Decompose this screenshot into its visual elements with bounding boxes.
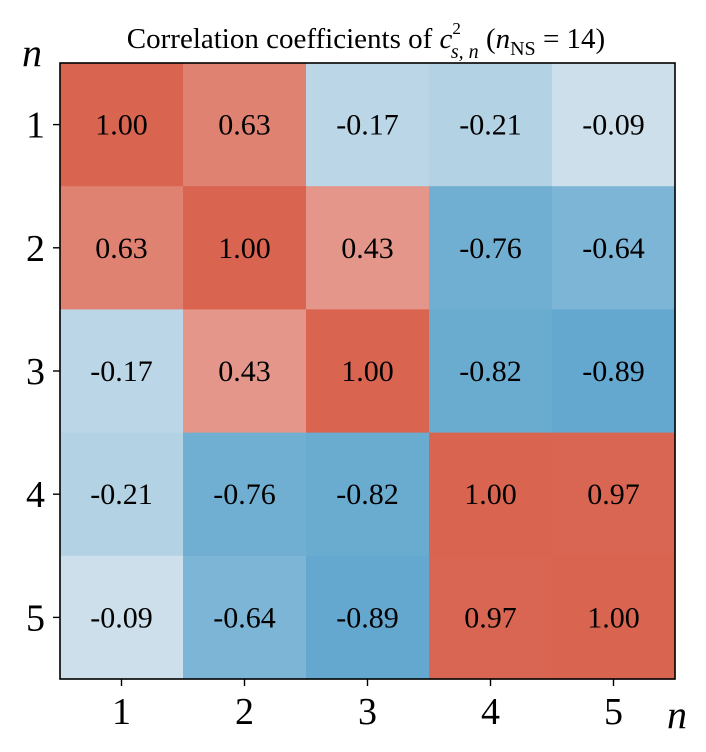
heatmap-cell-r5-c2: [183, 555, 307, 680]
x-tick-label-2: 2: [235, 691, 254, 733]
cell-value-label-r5-c5: 1.00: [587, 601, 640, 634]
axis-tick-labels: 1 2 3 4 5 1 2 3 4 5: [26, 105, 623, 733]
cell-value-label-r4-c4: 1.00: [464, 478, 517, 511]
y-axis-label: n: [22, 30, 42, 75]
heatmap-cell-labels: 1.00 0.63 -0.17 -0.21 -0.09 0.63 1.00 0.43 -0.76…: [90, 109, 645, 635]
cell-value-label-r3-c4: -0.82: [459, 355, 522, 388]
heatmap-cell-r1-c1: [60, 63, 184, 187]
title-subscript: s, n: [451, 41, 479, 63]
x-tick-label-3: 3: [358, 691, 377, 733]
title-paren-open: (: [479, 23, 496, 55]
y-tick-label-2: 2: [26, 228, 45, 270]
heatmap-cell-r2-c1: [60, 186, 184, 310]
cell-value-label-r2-c1: 0.63: [95, 232, 148, 265]
heatmap-cell-r5-c1: [60, 555, 184, 680]
heatmap-cell-r5-c3: [306, 555, 430, 680]
heatmap-cell-r5-c4: [429, 555, 553, 680]
heatmap-cell-r4-c3: [306, 432, 430, 557]
cell-value-label-r3-c2: 0.43: [218, 355, 271, 388]
cell-value-label-r1-c2: 0.63: [218, 109, 271, 142]
title-n-var: n: [496, 23, 511, 55]
cell-value-label-r2-c4: -0.76: [459, 232, 522, 265]
cell-value-label-r5-c2: -0.64: [213, 601, 276, 634]
heatmap-cell-r3-c3: [306, 309, 430, 434]
y-tick-label-5: 5: [26, 597, 45, 639]
heatmap-cell-r1-c4: [429, 63, 553, 187]
x-axis-label: n: [667, 692, 687, 737]
cell-value-label-r1-c3: -0.17: [336, 109, 399, 142]
heatmap-cell-r4-c4: [429, 432, 553, 557]
heatmap-cell-r1-c3: [306, 63, 430, 187]
heatmap-cell-r1-c2: [183, 63, 307, 187]
title-paren-rest: = 14): [536, 23, 606, 55]
title-superscript: 2: [452, 19, 461, 38]
title-symbol: c: [440, 23, 453, 55]
heatmap-cells: [60, 63, 676, 680]
cell-value-label-r2-c5: -0.64: [582, 232, 645, 265]
cell-value-label-r4-c5: 0.97: [587, 478, 640, 511]
heatmap-cell-r3-c4: [429, 309, 553, 434]
cell-value-label-r1-c5: -0.09: [582, 109, 645, 142]
x-tick-label-1: 1: [112, 691, 131, 733]
cell-value-label-r4-c3: -0.82: [336, 478, 399, 511]
x-tick-label-5: 5: [604, 691, 623, 733]
cell-value-label-r4-c1: -0.21: [90, 478, 153, 511]
heatmap-cell-r4-c5: [552, 432, 676, 557]
heatmap-cell-r3-c1: [60, 309, 184, 434]
heatmap-cell-r2-c4: [429, 186, 553, 310]
y-tick-label-3: 3: [26, 351, 45, 393]
cell-value-label-r2-c2: 1.00: [218, 232, 271, 265]
plot-frame: [59, 62, 676, 680]
cell-value-label-r3-c3: 1.00: [341, 355, 394, 388]
y-tick-label-4: 4: [26, 474, 45, 516]
cell-value-label-r4-c2: -0.76: [213, 478, 276, 511]
heatmap-cell-r2-c5: [552, 186, 676, 310]
x-tick-label-4: 4: [481, 691, 500, 733]
cell-value-label-r5-c1: -0.09: [90, 601, 153, 634]
axis-ticks: [53, 123, 615, 686]
heatmap-cell-r2-c3: [306, 186, 430, 310]
heatmap-cell-r2-c2: [183, 186, 307, 310]
cell-value-label-r5-c3: -0.89: [336, 601, 399, 634]
heatmap-cell-r4-c1: [60, 432, 184, 557]
cell-value-label-r3-c1: -0.17: [90, 355, 153, 388]
heatmap-cell-r3-c2: [183, 309, 307, 434]
chart-title: Correlation coefficients of c2 s, n (nNS …: [127, 19, 605, 63]
heatmap-cell-r5-c5: [552, 555, 676, 680]
y-tick-label-1: 1: [26, 105, 45, 147]
cell-value-label-r2-c3: 0.43: [341, 232, 394, 265]
title-n-subscript: NS: [510, 38, 536, 60]
title-prefix: Correlation coefficients of: [127, 23, 440, 55]
cell-value-label-r3-c5: -0.89: [582, 355, 645, 388]
cell-value-label-r5-c4: 0.97: [464, 601, 517, 634]
heatmap-cell-r3-c5: [552, 309, 676, 434]
cell-value-label-r1-c4: -0.21: [459, 109, 522, 142]
cell-value-label-r1-c1: 1.00: [95, 109, 148, 142]
heatmap-cell-r1-c5: [552, 63, 676, 187]
heatmap-cell-r4-c2: [183, 432, 307, 557]
